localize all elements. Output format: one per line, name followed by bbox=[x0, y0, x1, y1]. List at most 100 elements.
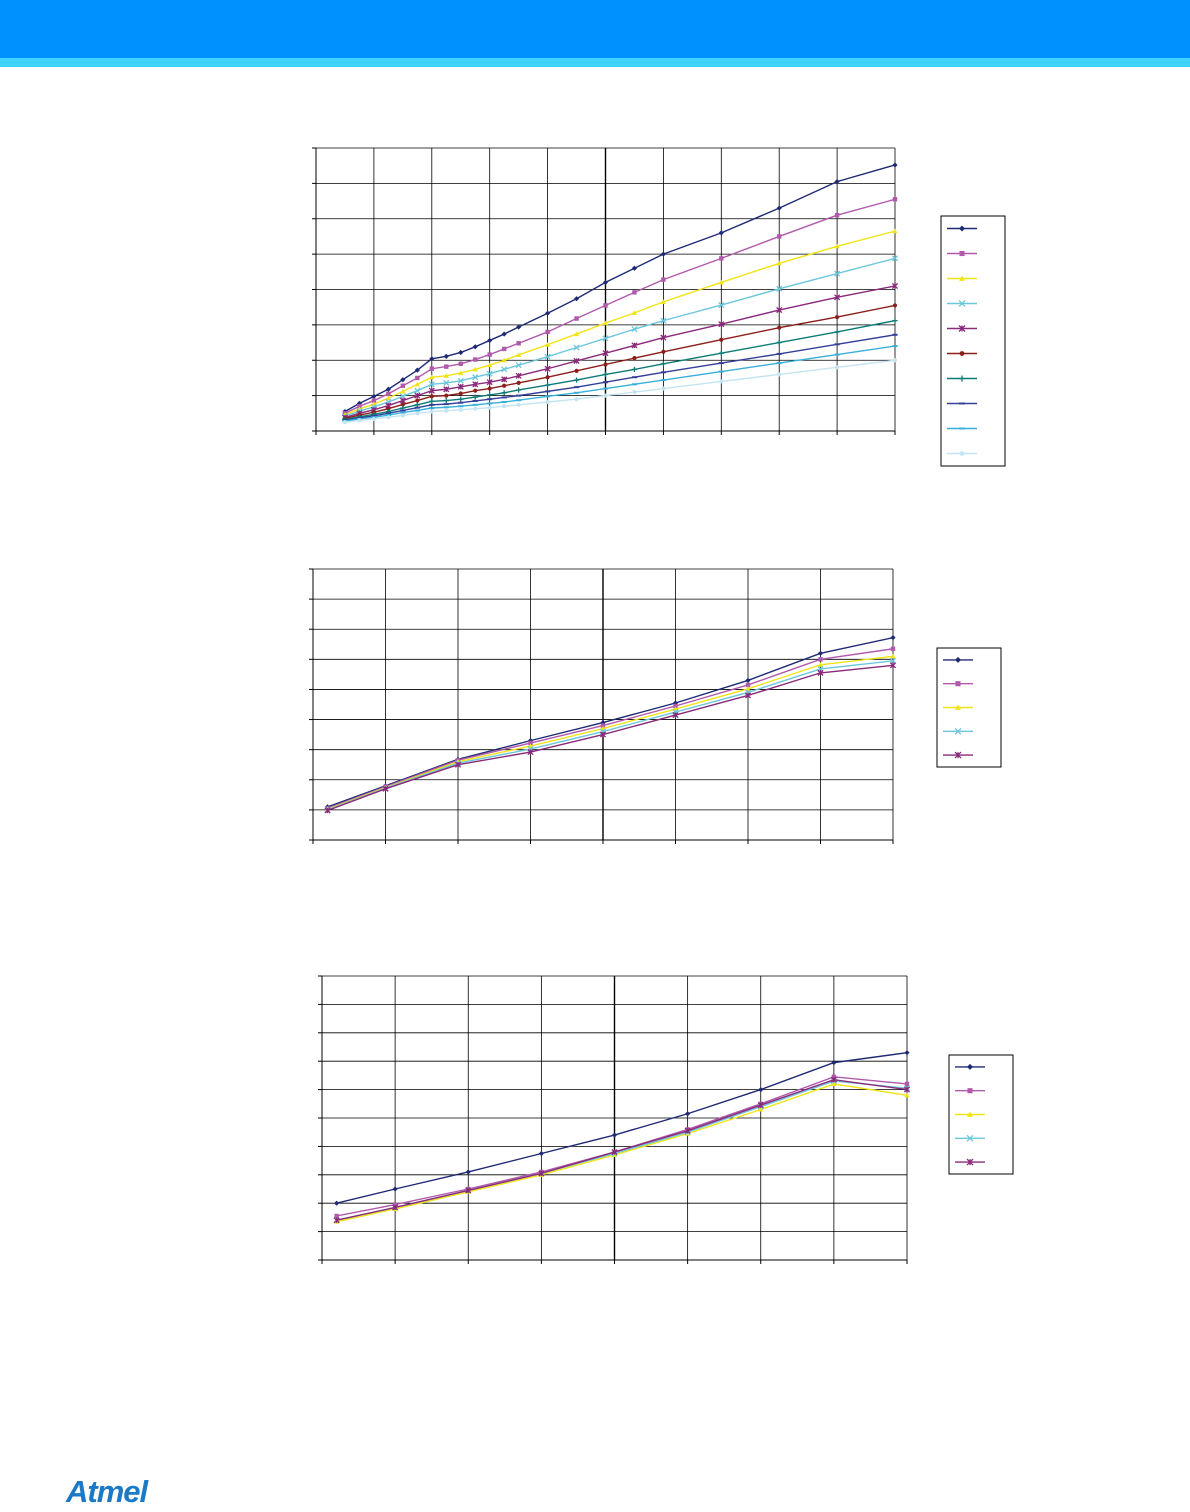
legend-item bbox=[947, 275, 977, 281]
series-2 bbox=[342, 197, 898, 416]
legend-item bbox=[947, 375, 977, 382]
legend-marker bbox=[954, 727, 962, 735]
data-point bbox=[892, 358, 898, 363]
series-line bbox=[344, 345, 896, 422]
data-point bbox=[487, 398, 493, 401]
data-point bbox=[892, 318, 898, 324]
series-line bbox=[344, 230, 896, 416]
data-point bbox=[392, 1204, 399, 1211]
data-point bbox=[892, 345, 898, 348]
data-point bbox=[892, 197, 898, 202]
data-point bbox=[835, 315, 840, 320]
data-point bbox=[429, 366, 435, 371]
data-point bbox=[818, 657, 823, 662]
data-point bbox=[632, 390, 637, 395]
chart-2 bbox=[309, 568, 1002, 844]
data-point bbox=[602, 387, 609, 390]
data-point bbox=[718, 302, 725, 309]
data-point bbox=[487, 392, 493, 398]
data-point bbox=[516, 387, 522, 393]
data-point bbox=[458, 370, 464, 376]
data-point bbox=[545, 375, 550, 380]
data-point bbox=[776, 339, 782, 346]
data-point bbox=[545, 399, 550, 405]
data-point bbox=[834, 213, 840, 218]
legend-marker bbox=[955, 704, 961, 710]
series-7 bbox=[342, 318, 898, 423]
data-point bbox=[458, 391, 463, 396]
data-point bbox=[718, 230, 724, 236]
series-line bbox=[344, 334, 896, 422]
legend-marker bbox=[966, 1134, 974, 1142]
series-line bbox=[344, 164, 896, 413]
data-point bbox=[414, 409, 420, 412]
data-point bbox=[661, 386, 666, 391]
data-point bbox=[776, 260, 782, 266]
data-point bbox=[386, 406, 391, 411]
data-point bbox=[385, 412, 391, 415]
legend-item bbox=[943, 656, 973, 663]
data-point bbox=[573, 386, 580, 389]
legend-item bbox=[947, 351, 977, 356]
data-point bbox=[817, 669, 824, 676]
data-point bbox=[516, 399, 522, 402]
data-point bbox=[414, 381, 420, 387]
atmel-logo: Atmel bbox=[66, 1474, 148, 1509]
data-point bbox=[371, 416, 376, 422]
data-point bbox=[776, 285, 783, 292]
data-point bbox=[600, 719, 606, 726]
data-point bbox=[516, 352, 522, 358]
data-point bbox=[891, 255, 899, 262]
data-point bbox=[356, 400, 363, 407]
data-point bbox=[400, 411, 406, 414]
legend-marker bbox=[958, 325, 966, 332]
data-point bbox=[516, 341, 521, 346]
data-point bbox=[574, 397, 579, 402]
data-point bbox=[516, 324, 522, 330]
data-point bbox=[776, 205, 782, 211]
data-point bbox=[527, 749, 534, 756]
data-point bbox=[414, 402, 420, 408]
data-point bbox=[660, 299, 666, 304]
data-point bbox=[400, 388, 406, 394]
data-point bbox=[458, 405, 464, 408]
data-point bbox=[545, 395, 551, 398]
data-point bbox=[758, 1106, 764, 1112]
data-point bbox=[890, 646, 896, 652]
data-point bbox=[428, 387, 435, 394]
data-point bbox=[487, 362, 493, 368]
data-point bbox=[718, 370, 724, 373]
data-point bbox=[501, 400, 507, 403]
data-point bbox=[444, 408, 449, 413]
legend-item bbox=[943, 751, 973, 759]
data-point bbox=[719, 337, 724, 342]
data-point bbox=[414, 387, 421, 394]
data-point bbox=[473, 388, 478, 393]
data-point bbox=[386, 391, 391, 397]
data-point bbox=[661, 277, 666, 282]
data-point bbox=[487, 402, 493, 405]
legend-item bbox=[947, 451, 977, 456]
data-point bbox=[457, 377, 464, 384]
data-point bbox=[632, 356, 637, 361]
data-point bbox=[718, 362, 724, 365]
data-point bbox=[465, 1169, 471, 1175]
data-point bbox=[834, 353, 840, 356]
legend-marker bbox=[958, 300, 966, 307]
legend-item bbox=[955, 1111, 985, 1117]
data-point bbox=[415, 398, 420, 403]
legend-marker bbox=[959, 402, 965, 405]
data-point bbox=[631, 342, 638, 349]
data-point bbox=[501, 390, 507, 396]
legend-marker bbox=[954, 751, 962, 759]
chart-1 bbox=[312, 147, 1006, 467]
data-point bbox=[516, 402, 521, 407]
data-point bbox=[904, 1092, 910, 1098]
legend-item bbox=[947, 250, 977, 257]
data-point bbox=[718, 350, 724, 356]
series-5 bbox=[333, 1076, 911, 1224]
data-point bbox=[444, 364, 449, 369]
legend-marker bbox=[959, 225, 965, 232]
data-point bbox=[400, 409, 406, 412]
data-point bbox=[660, 251, 666, 257]
